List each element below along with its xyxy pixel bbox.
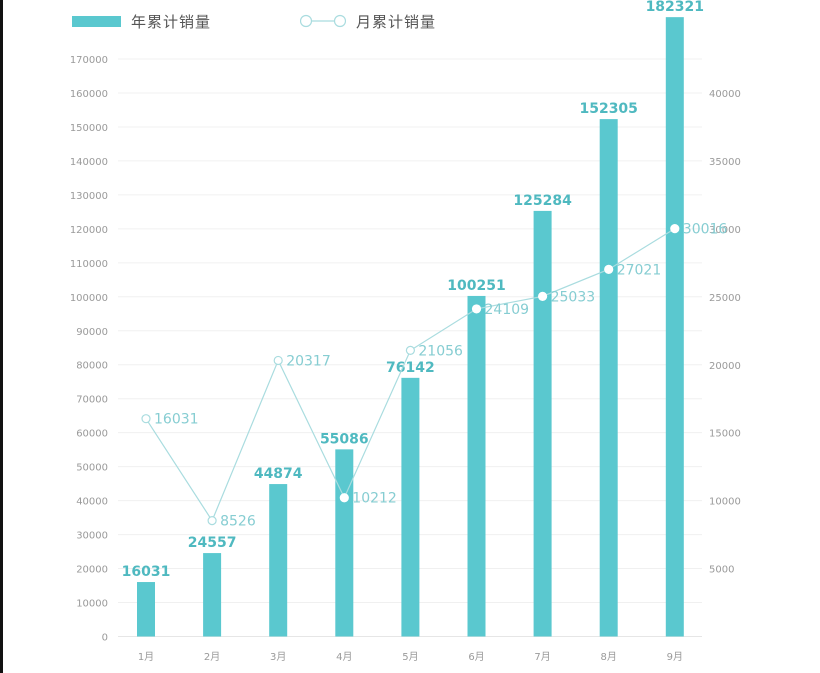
bar-9月[interactable] (665, 17, 684, 637)
line-point-4月[interactable] (339, 493, 349, 503)
line-value-label: 16031 (154, 412, 199, 428)
left-axis-tick: 40000 (76, 497, 108, 508)
bar-value-label: 55086 (320, 431, 369, 447)
bar-value-label: 24557 (188, 535, 237, 551)
bar-2月[interactable] (203, 553, 222, 637)
line-value-label: 20317 (286, 353, 331, 369)
legend-item-monthly[interactable]: 月累计销量 (300, 9, 436, 33)
bar-1月[interactable] (137, 582, 155, 637)
bar-value-label: 16031 (122, 564, 171, 580)
legend-label-yearly: 年累计销量 (131, 12, 212, 31)
left-axis-tick: 90000 (76, 327, 108, 338)
right-axis-tick: 25000 (709, 293, 741, 304)
legend-bar-swatch-icon (72, 15, 121, 27)
left-axis-tick: 140000 (70, 157, 108, 168)
left-axis-tick: 70000 (76, 395, 108, 406)
bar-value-label: 44874 (254, 466, 303, 482)
x-axis-label: 3月 (270, 651, 286, 663)
left-axis-tick: 150000 (70, 123, 108, 134)
legend-line-swatch-icon (300, 14, 346, 28)
left-axis-tick: 30000 (76, 531, 108, 542)
line-point-3月[interactable] (273, 355, 283, 366)
line-value-label: 10212 (352, 491, 397, 507)
x-axis-label: 2月 (204, 651, 220, 663)
right-axis-tick: 15000 (709, 429, 741, 440)
bar-7月[interactable] (533, 210, 552, 637)
left-axis-tick: 130000 (70, 191, 108, 202)
x-axis-label: 6月 (468, 651, 484, 663)
window-left-edge (0, 0, 3, 673)
bar-value-label: 152305 (579, 101, 637, 117)
left-axis-tick: 160000 (70, 89, 108, 100)
x-axis-label: 9月 (667, 651, 683, 663)
left-axis-tick: 0 (102, 633, 108, 644)
x-axis-label: 5月 (402, 651, 418, 663)
bar-4月[interactable] (335, 449, 354, 637)
left-axis-tick: 10000 (76, 599, 108, 610)
left-axis-tick: 20000 (76, 565, 108, 576)
line-value-label: 30016 (683, 222, 728, 238)
x-axis-label: 7月 (534, 651, 550, 663)
legend-label-monthly: 月累计销量 (356, 12, 437, 31)
left-axis-tick: 120000 (70, 225, 108, 236)
bar-value-label: 182321 (646, 0, 704, 15)
line-value-label: 21056 (418, 343, 463, 359)
bar-6月[interactable] (467, 295, 486, 637)
line-value-label: 24109 (485, 302, 530, 318)
right-axis-tick: 5000 (709, 565, 734, 576)
bar-value-label: 125284 (513, 193, 572, 209)
right-axis-tick: 35000 (709, 157, 741, 168)
x-axis-label: 8月 (601, 651, 617, 663)
line-point-6月[interactable] (471, 304, 482, 314)
bar-8月[interactable] (599, 119, 618, 637)
line-point-8月[interactable] (604, 264, 614, 274)
left-axis-tick: 80000 (76, 361, 108, 372)
left-axis-tick: 170000 (70, 55, 108, 66)
legend-item-yearly[interactable]: 年累计销量 (72, 9, 211, 33)
line-value-label: 27021 (617, 262, 662, 278)
line-point-9月[interactable] (670, 224, 680, 234)
x-axis-label: 4月 (336, 651, 352, 663)
right-axis-tick: 10000 (709, 497, 741, 508)
line-point-1月[interactable] (141, 414, 151, 424)
line-point-2月[interactable] (207, 516, 217, 526)
left-axis-tick: 50000 (76, 463, 108, 474)
bar-5月[interactable] (401, 377, 420, 637)
right-axis-tick: 30000 (709, 225, 741, 236)
bar-3月[interactable] (269, 484, 288, 637)
line-value-label: 8526 (220, 514, 256, 530)
x-axis-label: 1月 (138, 651, 154, 663)
left-axis-tick: 110000 (70, 259, 108, 270)
line-point-7月[interactable] (537, 291, 548, 301)
line-point-5月[interactable] (405, 345, 415, 356)
right-axis-tick: 40000 (709, 89, 741, 100)
right-axis-tick: 20000 (709, 361, 741, 372)
chart-legend: 年累计销量 月累计销量 (0, 9, 820, 33)
bar-value-label: 100251 (447, 278, 505, 294)
bar-value-label: 76142 (386, 360, 435, 376)
left-axis-tick: 100000 (70, 293, 108, 304)
line-value-label: 25033 (551, 289, 596, 305)
left-axis-tick: 60000 (76, 429, 108, 440)
